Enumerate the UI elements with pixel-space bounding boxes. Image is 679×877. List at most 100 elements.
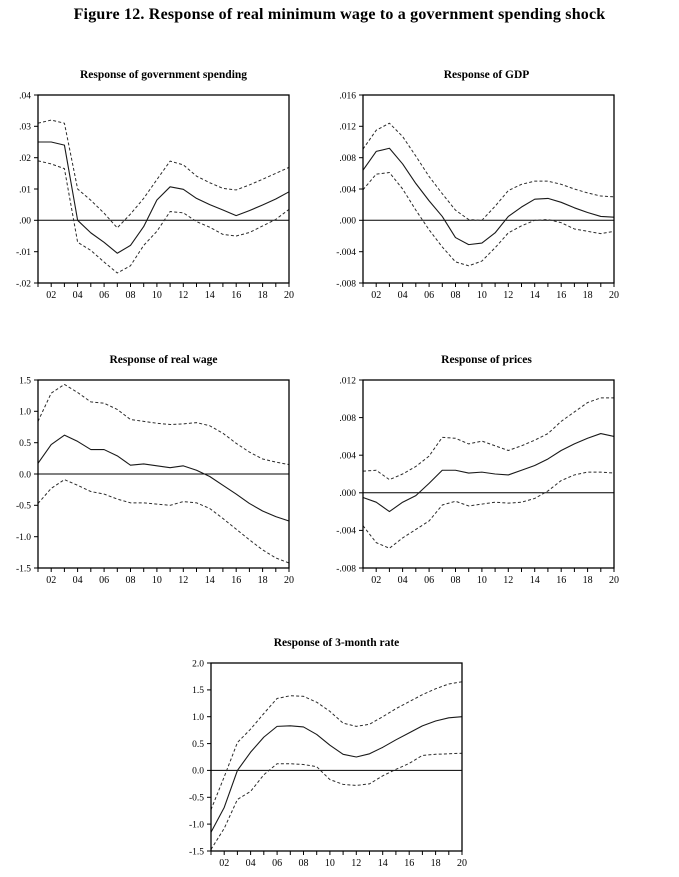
x-tick-label: 14 (530, 290, 540, 301)
plot-prices: .012 .008 .004 .000 -.004 -.008 02 04 06 08 10 12 14… (336, 376, 619, 586)
y-tick-label: -.01 (16, 248, 31, 258)
x-tick-label: 06 (424, 290, 434, 301)
y-tick-label: 0.0 (19, 470, 31, 480)
y-tick-label: .012 (339, 123, 356, 133)
y-tick-label: -.004 (336, 527, 356, 537)
y-tick-label: 2.0 (192, 659, 204, 669)
x-tick-label: 10 (152, 290, 162, 301)
plot-frame (362, 379, 615, 569)
y-tick-label: .000 (339, 489, 356, 499)
x-tick-label: 06 (99, 290, 109, 301)
x-tick-label: 02 (46, 290, 56, 301)
series-mean (362, 147, 615, 246)
x-tick-label: 14 (378, 858, 388, 869)
y-tick-label: .008 (339, 414, 356, 424)
series-upper-band (362, 122, 615, 221)
x-tick-label: 04 (73, 290, 83, 301)
y-tick-label: .008 (339, 154, 356, 164)
x-tick-label: 12 (178, 575, 188, 586)
chart-title-real-wage: Response of real wage (109, 354, 218, 366)
chart-title-government-spending: Response of government spending (79, 69, 248, 81)
x-tick-label: 02 (219, 858, 229, 869)
y-tick-label: -1.0 (16, 533, 31, 543)
series-upper-band (210, 681, 463, 810)
x-tick-label: 08 (126, 290, 136, 301)
series-lower-band (362, 471, 615, 549)
x-tick-label: 18 (583, 290, 593, 301)
x-tick-label: 10 (477, 575, 487, 586)
series-mean (210, 716, 463, 833)
y-tick-label: -.004 (336, 248, 356, 258)
chart-title-gdp: Response of GDP (443, 69, 530, 81)
x-tick-label: 02 (371, 290, 381, 301)
x-tick-label: 12 (503, 575, 513, 586)
x-tick-label: 10 (325, 858, 335, 869)
x-tick-label: 06 (424, 575, 434, 586)
x-tick-label: 20 (457, 858, 467, 869)
y-tick-label: 0.5 (19, 439, 31, 449)
x-tick-label: 08 (451, 575, 461, 586)
y-tick-label: .04 (19, 91, 31, 101)
y-tick-label: -.008 (336, 564, 356, 574)
x-tick-label: 04 (73, 575, 83, 586)
x-tick-label: 02 (371, 575, 381, 586)
x-tick-label: 04 (398, 290, 408, 301)
y-tick-label: -0.5 (189, 794, 204, 804)
series-lower-band (37, 160, 290, 274)
y-tick-label: -1.0 (189, 820, 204, 830)
plot-real-wage: 1.5 1.0 0.5 0.0 -0.5 -1.0 -1.5 02 04 06 08 10 12 14 16… (16, 376, 294, 586)
y-tick-label: 1.0 (19, 408, 31, 418)
x-tick-label: 18 (583, 575, 593, 586)
plot-three-month-rate: 2.0 1.5 1.0 0.5 0.0 -0.5 -1.0 -1.5 02 04 06 08 10 12 1… (189, 659, 467, 869)
series-mean (362, 433, 615, 513)
plot-frame (210, 662, 463, 852)
x-tick-label: 20 (609, 575, 619, 586)
y-tick-label: .03 (19, 123, 31, 133)
x-tick-label: 08 (126, 575, 136, 586)
series-upper-band (362, 397, 614, 481)
y-tick-label: .00 (19, 217, 31, 227)
series-upper-band (37, 383, 290, 466)
x-tick-label: 16 (404, 858, 414, 869)
y-tick-label: -1.5 (16, 564, 31, 574)
x-tick-label: 12 (351, 858, 361, 869)
x-tick-label: 12 (178, 290, 188, 301)
x-tick-label: 08 (451, 290, 461, 301)
series-lower-band (210, 752, 463, 850)
x-tick-label: 08 (299, 858, 309, 869)
x-tick-label: 20 (609, 290, 619, 301)
x-tick-label: 06 (99, 575, 109, 586)
x-tick-label: 14 (205, 575, 215, 586)
x-tick-label: 18 (258, 290, 268, 301)
plot-government-spending: .04 .03 .02 .01 .00 -.01 -.02 02 04 06 08 10 12 14 16 1… (16, 91, 294, 301)
y-tick-label: .000 (339, 217, 356, 227)
y-tick-label: -1.5 (189, 847, 204, 857)
x-tick-label: 14 (530, 575, 540, 586)
x-tick-label: 02 (46, 575, 56, 586)
x-tick-label: 10 (477, 290, 487, 301)
x-tick-label: 10 (152, 575, 162, 586)
y-tick-label: 0.5 (192, 740, 204, 750)
x-tick-label: 12 (503, 290, 513, 301)
y-tick-label: .004 (339, 185, 356, 195)
series-lower-band (37, 479, 290, 564)
y-tick-label: -0.5 (16, 502, 31, 512)
x-tick-label: 04 (398, 575, 408, 586)
plot-frame (37, 379, 290, 569)
y-tick-label: .004 (339, 452, 356, 462)
x-tick-label: 20 (284, 575, 294, 586)
plot-frame (362, 94, 615, 284)
x-tick-label: 16 (231, 290, 241, 301)
y-tick-label: .02 (19, 154, 31, 164)
x-tick-label: 14 (205, 290, 215, 301)
chart-title-three-month-rate: Response of 3-month rate (273, 637, 400, 649)
y-tick-label: .01 (19, 185, 31, 195)
series-mean (37, 434, 290, 522)
y-tick-label: 1.5 (192, 686, 204, 696)
x-tick-label: 06 (272, 858, 282, 869)
plot-gdp: .016 .012 .008 .004 .000 -.004 -.008 02 04 06 08 10… (336, 91, 619, 301)
figure-title: Figure 12. Response of real minimum wage… (73, 6, 606, 23)
chart-title-prices: Response of prices (441, 354, 532, 366)
y-tick-label: .016 (339, 91, 356, 101)
